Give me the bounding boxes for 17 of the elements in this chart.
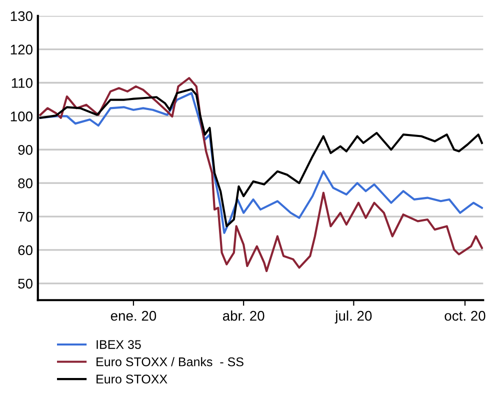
y-tick-label: 110 [12, 78, 32, 88]
x-tick-label: oct. 20 [444, 310, 486, 321]
x-tick-label: jul. 20 [334, 310, 372, 324]
y-tick-label: 70 [18, 212, 32, 222]
legend-label: Euro STOXX [96, 374, 168, 384]
y-tick-label: 60 [18, 245, 32, 256]
y-tick-label: 120 [10, 44, 32, 54]
y-tick-label: 50 [18, 278, 32, 289]
line-series [39, 77, 483, 272]
legend-label: IBEX 35 [96, 340, 141, 349]
y-tick-label: 100 [10, 112, 32, 122]
y-tick-label: 80 [18, 178, 32, 188]
y-tick-label: 90 [18, 144, 32, 155]
x-tick-label: abr. 20 [222, 310, 264, 321]
x-tick-label: ene. 20 [110, 310, 156, 321]
y-tick-label: 130 [10, 11, 32, 22]
legend-label: Euro STOXX / Banks - SS [96, 357, 244, 366]
